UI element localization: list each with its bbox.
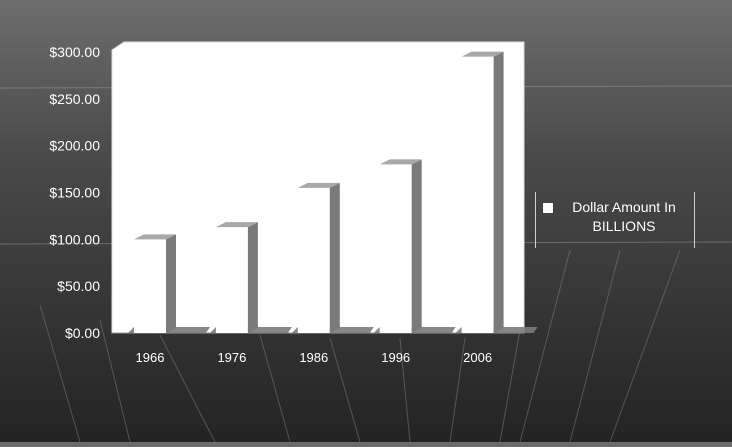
x-tick-label: 2006 — [463, 350, 492, 365]
bar — [291, 182, 374, 333]
bar — [209, 222, 292, 333]
y-tick-label: $250.00 — [49, 91, 100, 107]
y-tick-label: $150.00 — [49, 185, 100, 201]
y-tick-label: $100.00 — [49, 231, 100, 247]
bar-top — [461, 51, 504, 57]
x-tick-label: 1996 — [381, 350, 410, 365]
y-axis-tick-labels: $0.00 $50.00 $100.00 $150.00 $200.00 $250.00 $… — [49, 44, 100, 341]
background-ray — [499, 329, 521, 443]
bar-side — [493, 51, 504, 333]
background-ray — [399, 337, 411, 443]
y-tick-label: $0.00 — [65, 325, 100, 341]
bar-top — [297, 182, 340, 188]
legend-swatch — [543, 203, 553, 213]
background-ray — [609, 249, 681, 443]
y-tick-label: $300.00 — [49, 44, 100, 60]
bar-top — [215, 222, 258, 228]
bar — [373, 159, 456, 333]
bar — [128, 234, 210, 333]
background-ray — [39, 304, 81, 443]
y-tick-label: $50.00 — [57, 278, 100, 294]
background-ray — [569, 249, 621, 443]
background-ray — [519, 249, 571, 443]
bar-face — [215, 227, 248, 333]
bar-face — [379, 164, 412, 333]
bar-side — [166, 234, 176, 333]
x-axis-tick-labels: 1966 1976 1986 1996 2006 — [136, 350, 493, 365]
bar-top — [379, 159, 422, 165]
bars — [128, 51, 538, 333]
bar-face — [461, 56, 494, 333]
x-tick-label: 1976 — [217, 350, 246, 365]
legend-label: Dollar Amount In BILLIONS — [572, 199, 676, 234]
background-ray — [99, 319, 131, 443]
background-ray — [159, 334, 216, 443]
bar-face — [297, 187, 330, 333]
background-ray — [259, 334, 291, 443]
bar-side — [329, 182, 340, 333]
bar-side — [411, 159, 422, 333]
legend: Dollar Amount In BILLIONS — [535, 192, 695, 248]
background-ray — [329, 337, 361, 443]
bar-side — [247, 222, 258, 333]
x-tick-label: 1986 — [299, 350, 328, 365]
y-tick-label: $200.00 — [49, 138, 100, 154]
x-tick-label: 1966 — [136, 350, 165, 365]
bar — [455, 51, 538, 333]
bar-top — [134, 234, 176, 240]
bar-face — [134, 239, 166, 333]
background-ray — [449, 337, 466, 443]
